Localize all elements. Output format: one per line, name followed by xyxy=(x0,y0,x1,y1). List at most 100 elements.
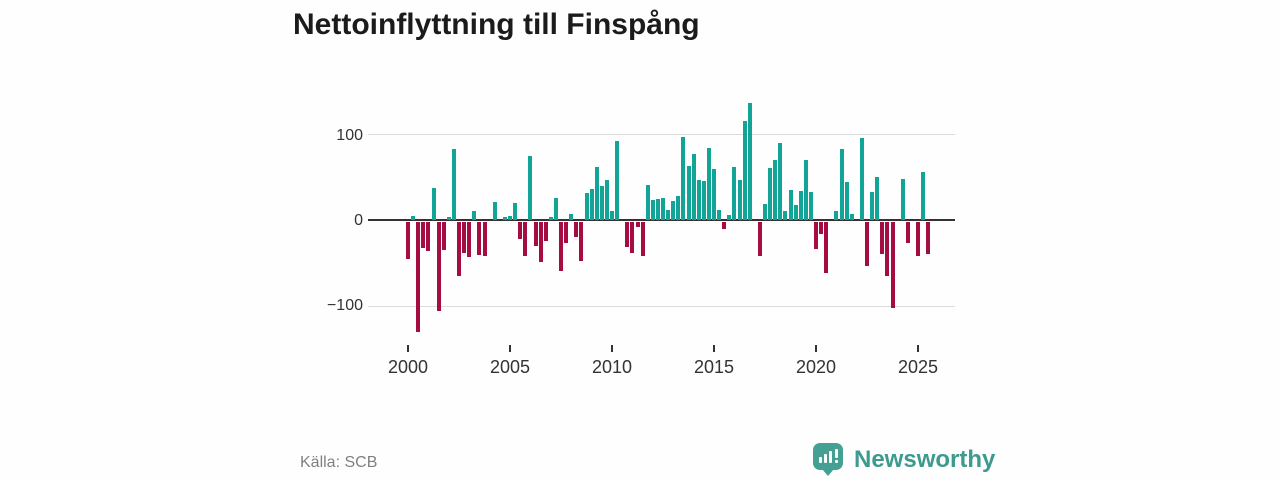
bar xyxy=(768,168,773,220)
bar xyxy=(793,205,798,220)
bar xyxy=(441,222,446,250)
bar xyxy=(747,103,752,220)
chart-title: Nettoinflyttning till Finspång xyxy=(293,8,700,41)
bar xyxy=(625,222,630,247)
bar xyxy=(722,222,727,229)
bar xyxy=(599,186,604,220)
bar xyxy=(553,198,558,220)
x-tick-mark xyxy=(509,345,511,352)
bar xyxy=(676,196,681,220)
bar xyxy=(610,211,614,220)
bar xyxy=(803,160,808,220)
bar xyxy=(630,222,635,253)
bar xyxy=(839,149,844,220)
bar xyxy=(701,181,706,220)
bar xyxy=(650,200,655,220)
bar xyxy=(538,222,543,262)
bar xyxy=(518,222,523,239)
x-tick-mark xyxy=(713,345,715,352)
brand-name: Newsworthy xyxy=(854,446,996,473)
bar xyxy=(671,201,676,220)
bar xyxy=(406,222,410,259)
bar xyxy=(686,166,691,220)
bar xyxy=(916,222,920,256)
gridline-plus-100 xyxy=(368,134,955,135)
bar xyxy=(508,216,512,220)
bar xyxy=(543,222,548,241)
bar xyxy=(446,217,451,220)
bar xyxy=(416,222,421,332)
bar xyxy=(814,222,818,249)
bar xyxy=(482,222,487,256)
x-tick-mark xyxy=(611,345,613,352)
bar xyxy=(905,222,910,243)
bar xyxy=(763,204,767,220)
bar xyxy=(666,210,671,220)
bar xyxy=(472,211,477,220)
bar xyxy=(559,222,563,271)
bar xyxy=(661,198,665,220)
gridline-minus-100 xyxy=(368,306,955,307)
x-tick-mark xyxy=(407,345,409,352)
bar xyxy=(457,222,461,276)
x-tick-label: 2010 xyxy=(591,357,633,377)
bar xyxy=(528,156,533,220)
logo-exclamation-icon xyxy=(835,460,838,463)
bar xyxy=(808,192,813,220)
bar xyxy=(819,222,824,234)
bar xyxy=(533,222,538,246)
bar xyxy=(655,199,660,220)
bar xyxy=(589,189,594,220)
bar xyxy=(604,180,609,220)
logo-mini-bar xyxy=(824,454,827,463)
bar xyxy=(727,215,732,220)
bar xyxy=(773,160,778,220)
bar xyxy=(579,222,584,261)
bar xyxy=(824,222,829,273)
bar xyxy=(426,222,431,251)
bar xyxy=(696,180,701,220)
bar xyxy=(462,222,467,253)
bar xyxy=(574,222,579,237)
bar xyxy=(548,217,553,220)
bar xyxy=(645,185,650,220)
bar xyxy=(921,172,926,220)
bar xyxy=(737,180,742,220)
bar xyxy=(502,217,507,220)
y-tick-label-minus-100: −100 xyxy=(326,297,363,314)
bar xyxy=(885,222,890,276)
bar xyxy=(712,169,716,220)
bar xyxy=(477,222,482,255)
bar xyxy=(615,141,620,220)
bar xyxy=(523,222,528,256)
bar xyxy=(900,179,905,220)
x-tick-label: 2000 xyxy=(387,357,429,377)
bar xyxy=(926,222,931,254)
logo-mini-bar xyxy=(819,457,822,463)
bar xyxy=(732,167,737,220)
newsworthy-logo: Newsworthy xyxy=(813,442,1013,480)
bar xyxy=(706,148,711,220)
x-tick-label: 2005 xyxy=(489,357,531,377)
bar xyxy=(594,167,599,220)
bar xyxy=(492,202,497,220)
bar xyxy=(513,203,518,220)
logo-exclamation-icon xyxy=(835,449,838,458)
bar xyxy=(849,214,854,220)
bar xyxy=(411,216,416,220)
speech-bubble-tail xyxy=(822,469,834,476)
bar xyxy=(564,222,569,243)
bar xyxy=(880,222,885,254)
bar xyxy=(421,222,426,248)
x-axis-line xyxy=(368,219,955,221)
bar xyxy=(757,222,762,256)
bar xyxy=(436,222,441,311)
x-tick-mark xyxy=(815,345,817,352)
bar xyxy=(788,190,793,220)
bar xyxy=(875,177,880,220)
bar xyxy=(691,154,696,220)
bar xyxy=(584,193,589,220)
bar xyxy=(844,182,849,220)
